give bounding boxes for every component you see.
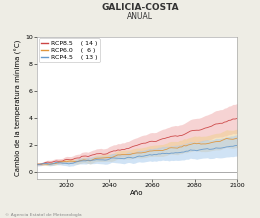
Y-axis label: Cambio de la temperatura mínima (°C): Cambio de la temperatura mínima (°C) <box>15 39 22 176</box>
Text: ANUAL: ANUAL <box>127 12 153 21</box>
Legend: RCP8.5    ( 14 ), RCP6.0    (  6 ), RCP4.5    ( 13 ): RCP8.5 ( 14 ), RCP6.0 ( 6 ), RCP4.5 ( 13… <box>39 39 100 62</box>
Text: © Agencia Estatal de Meteorología: © Agencia Estatal de Meteorología <box>5 213 82 217</box>
X-axis label: Año: Año <box>130 191 144 196</box>
Text: GALICIA-COSTA: GALICIA-COSTA <box>102 3 179 12</box>
